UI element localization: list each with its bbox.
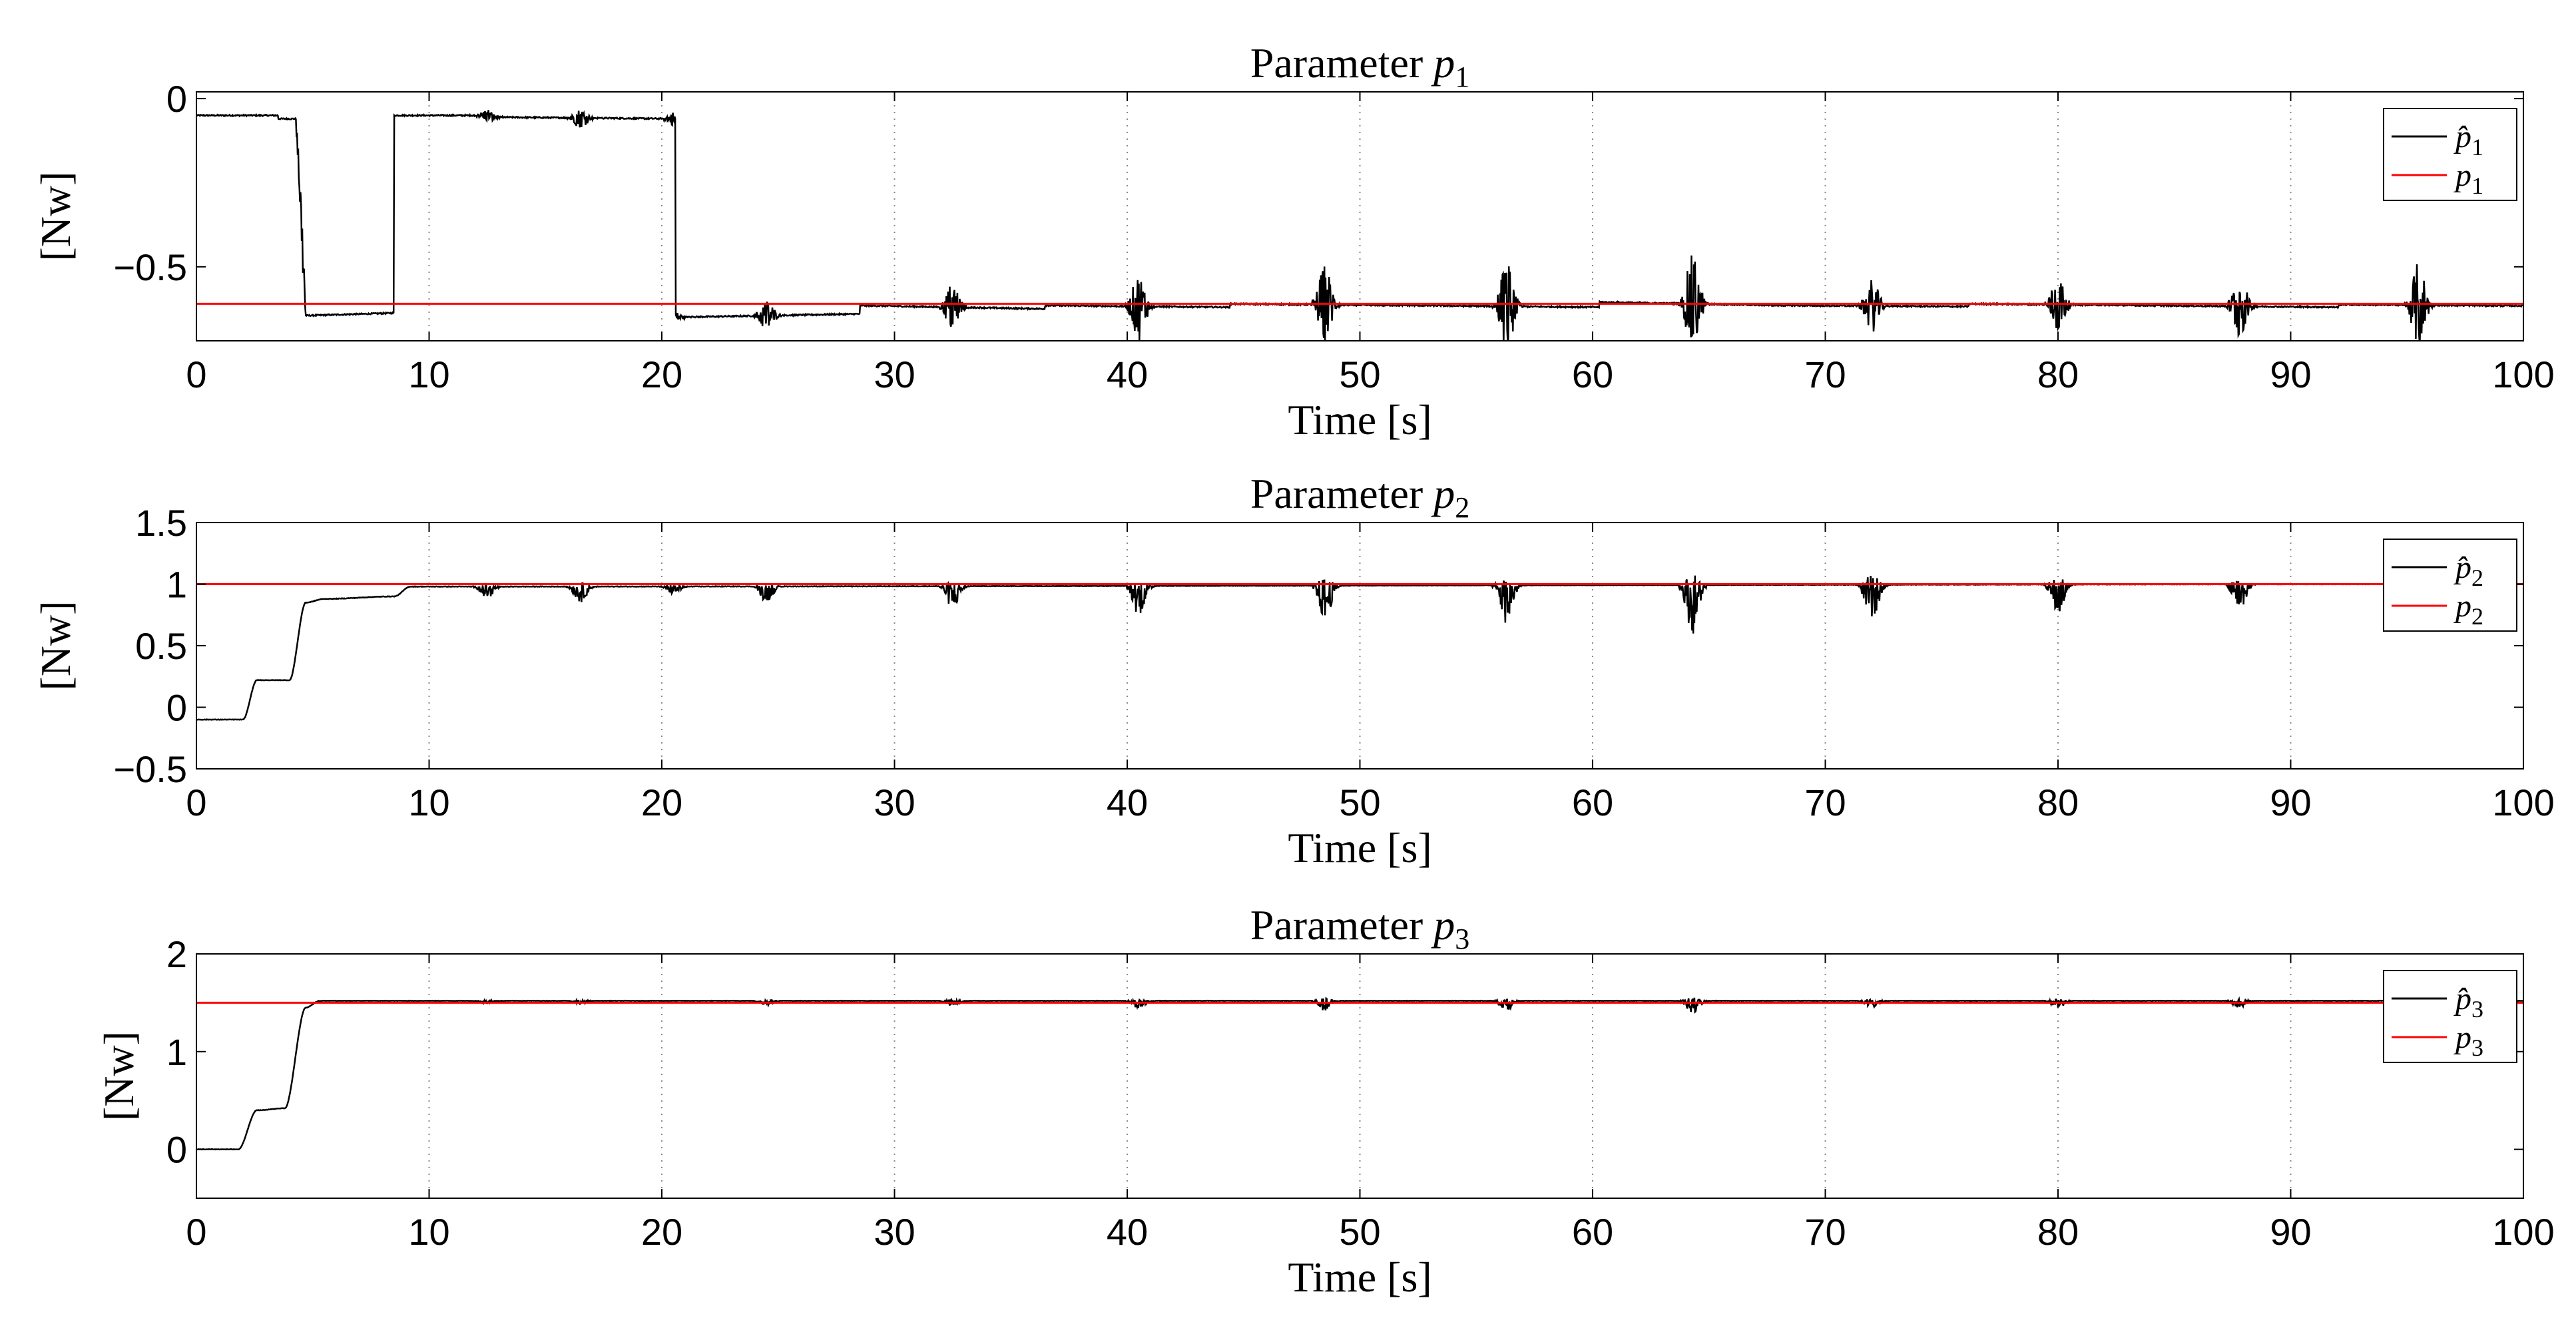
x-tick-label: 20: [641, 353, 682, 395]
legend-subscript: 3: [2471, 996, 2483, 1022]
x-axis-label: Time [s]: [1288, 1253, 1431, 1301]
legend-symbol: p: [2453, 1020, 2471, 1055]
y-axis-label: [Nw]: [32, 171, 79, 261]
chart-title: Parameter p1: [1250, 39, 1469, 93]
y-tick-label: −0.5: [113, 748, 187, 790]
legend-box: [2383, 108, 2517, 201]
legend: p̂1p1: [2383, 108, 2517, 201]
legend-subscript: 2: [2471, 564, 2483, 591]
x-tick-label: 0: [186, 1211, 206, 1253]
axes-box: [196, 522, 2524, 770]
subplot-2: 0 10 20 30 40 50 60 70 80 90 1001.510.50−0.5Parame…: [32, 470, 2555, 871]
legend-box: [2383, 970, 2517, 1063]
legend-symbol: p̂: [2453, 981, 2471, 1016]
legend-box: [2383, 539, 2517, 632]
x-tick-label: 20: [641, 781, 682, 823]
series-line-estimate: [196, 110, 2523, 341]
chart-title-main: Parameter: [1250, 901, 1433, 949]
x-tick-label: 70: [1804, 353, 1846, 395]
x-tick-label: 90: [2270, 781, 2311, 823]
chart-title-main: Parameter: [1250, 470, 1433, 517]
x-tick-label: 100: [2492, 781, 2554, 823]
legend-symbol: p̂: [2453, 550, 2471, 585]
legend-symbol: p: [2453, 588, 2471, 624]
x-tick-label: 50: [1339, 781, 1380, 823]
legend-subscript: 1: [2471, 172, 2483, 199]
chart-title-subscript: 2: [1455, 491, 1469, 524]
legend: p̂2p2: [2383, 539, 2517, 632]
legend-symbol: p: [2453, 158, 2471, 193]
y-tick-label: 1.5: [135, 502, 187, 544]
legend-label: p1: [2453, 158, 2483, 199]
legend: p̂3p3: [2383, 970, 2517, 1063]
legend-label: p3: [2453, 1020, 2483, 1061]
x-tick-label: 40: [1107, 781, 1148, 823]
x-tick-label: 10: [408, 353, 449, 395]
legend-label: p̂1: [2453, 119, 2483, 160]
y-tick-label: 0.5: [135, 625, 187, 667]
x-tick-label: 60: [1572, 781, 1613, 823]
y-tick-label: 1: [166, 564, 187, 606]
x-tick-label: 50: [1339, 1211, 1380, 1253]
legend-label: p̂3: [2453, 981, 2483, 1022]
legend-subscript: 1: [2471, 134, 2483, 160]
x-tick-label: 90: [2270, 353, 2311, 395]
x-tick-label: 40: [1107, 1211, 1148, 1253]
chart-title-symbol: p: [1431, 470, 1455, 517]
chart-title-symbol: p: [1431, 901, 1455, 949]
legend-symbol: p̂: [2453, 119, 2471, 154]
x-tick-label: 70: [1804, 1211, 1846, 1253]
x-tick-label: 30: [874, 1211, 915, 1253]
chart-title-subscript: 3: [1455, 923, 1469, 955]
x-tick-label: 30: [874, 781, 915, 823]
x-tick-label: 10: [408, 781, 449, 823]
x-tick-label: 100: [2492, 1211, 2554, 1253]
x-tick-label: 80: [2037, 353, 2079, 395]
x-tick-label: 70: [1804, 781, 1846, 823]
x-tick-label: 20: [641, 1211, 682, 1253]
x-tick-label: 90: [2270, 1211, 2311, 1253]
y-axis-label: [Nw]: [32, 600, 79, 690]
y-tick-label: 0: [166, 78, 187, 120]
x-tick-label: 0: [186, 781, 206, 823]
x-tick-label: 60: [1572, 1211, 1613, 1253]
y-tick-label: 2: [166, 933, 187, 975]
legend-label: p2: [2453, 588, 2483, 630]
x-tick-label: 80: [2037, 781, 2079, 823]
chart-title-symbol: p: [1431, 39, 1455, 87]
x-tick-label: 0: [186, 353, 206, 395]
x-axis-label: Time [s]: [1288, 824, 1431, 871]
legend-subscript: 2: [2471, 603, 2483, 630]
y-tick-label: −0.5: [113, 246, 187, 288]
legend-subscript: 3: [2471, 1034, 2483, 1061]
x-tick-label: 80: [2037, 1211, 2079, 1253]
x-tick-label: 100: [2492, 353, 2554, 395]
x-tick-label: 40: [1107, 353, 1148, 395]
chart-title: Parameter p3: [1250, 901, 1469, 955]
x-tick-label: 10: [408, 1211, 449, 1253]
y-tick-label: 1: [166, 1031, 187, 1073]
x-tick-label: 30: [874, 353, 915, 395]
legend-label: p̂2: [2453, 550, 2483, 591]
y-tick-label: 0: [166, 1129, 187, 1171]
x-axis-label: Time [s]: [1288, 396, 1431, 443]
chart-title-main: Parameter: [1250, 39, 1433, 87]
x-tick-label: 60: [1572, 353, 1613, 395]
y-tick-label: 0: [166, 687, 187, 729]
y-axis-label: [Nw]: [95, 1031, 142, 1121]
series-line-estimate: [196, 575, 2523, 721]
series-line-estimate: [196, 996, 2523, 1151]
x-tick-label: 50: [1339, 353, 1380, 395]
chart-title: Parameter p2: [1250, 470, 1469, 524]
chart-title-subscript: 1: [1455, 61, 1469, 93]
